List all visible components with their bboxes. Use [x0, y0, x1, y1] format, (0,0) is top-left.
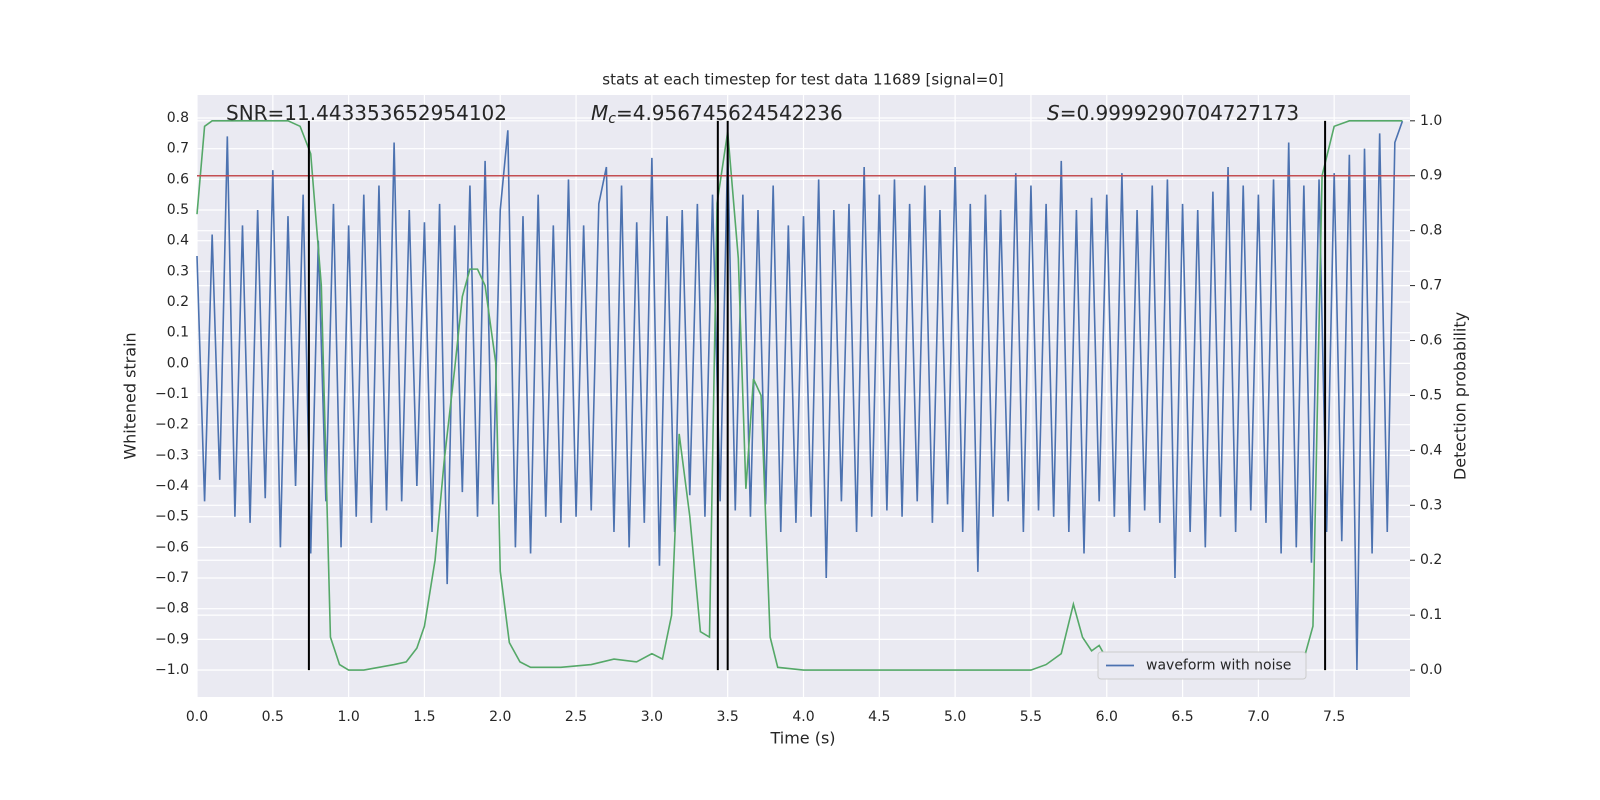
- x-tick-label: 0.5: [262, 709, 284, 725]
- series-line: [196, 120, 1404, 671]
- x-axis-label: Time (s): [769, 729, 835, 748]
- y-tick-label: 0.8: [167, 110, 189, 126]
- y-tick-label: 0.3: [167, 263, 189, 279]
- legend-box: [1097, 651, 1307, 680]
- y-tick-label: −0.8: [155, 601, 189, 617]
- x-tick-label: 0.0: [186, 709, 208, 725]
- y2-tick-label: 0.8: [1420, 223, 1442, 239]
- annotation: Mc=4.956745624542236: [591, 101, 843, 128]
- y-tick-label: −1.0: [155, 662, 189, 678]
- y-tick-label: 0.0: [167, 355, 189, 371]
- y-axis-label: Whitened strain: [121, 332, 140, 459]
- x-tick-label: 3.0: [641, 709, 663, 725]
- y2-tick-label: 0.6: [1420, 333, 1442, 349]
- y2-tick-label: 1.0: [1420, 113, 1442, 129]
- y2-tick-label: 0.3: [1420, 497, 1442, 513]
- legend-label: waveform with noise: [1146, 658, 1291, 674]
- y-tick-label: 0.7: [167, 141, 189, 157]
- y2-tick-label: 0.4: [1420, 442, 1442, 458]
- x-tick-label: 6.0: [1096, 709, 1118, 725]
- x-tick-label: 6.5: [1171, 709, 1193, 725]
- x-tick-label: 1.5: [413, 709, 435, 725]
- y-tick-label: 0.1: [167, 325, 189, 341]
- y-tick-label: −0.5: [155, 509, 189, 525]
- y-tick-label: 0.6: [167, 171, 189, 187]
- annotation-symbol: M: [591, 101, 608, 125]
- x-tick-label: 3.5: [717, 709, 739, 725]
- x-tick-label: 4.0: [792, 709, 814, 725]
- x-tick-label: 5.5: [1020, 709, 1042, 725]
- y-tick-label: 0.5: [167, 202, 189, 218]
- y-tick-label: −0.2: [155, 417, 189, 433]
- annotation-text: SNR=11.443353652954102: [226, 101, 507, 125]
- y2-tick-label: 0.5: [1420, 387, 1442, 403]
- y-tick-label: 0.2: [167, 294, 189, 310]
- x-tick-label: 1.0: [337, 709, 359, 725]
- chart-title: stats at each timestep for test data 116…: [602, 71, 1003, 89]
- annotation: SNR=11.443353652954102: [226, 101, 507, 125]
- x-tick-label: 4.5: [868, 709, 890, 725]
- y2-axis-label: Detection probability: [1451, 312, 1470, 480]
- annotation-text: =4.956745624542236: [616, 101, 843, 125]
- y2-tick-label: 0.0: [1420, 662, 1442, 678]
- annotation-text: =0.9999290704727173: [1060, 101, 1299, 125]
- y-tick-label: −0.1: [155, 386, 189, 402]
- y2-tick-label: 0.1: [1420, 607, 1442, 623]
- x-tick-label: 5.0: [944, 709, 966, 725]
- x-tick-label: 7.0: [1247, 709, 1269, 725]
- y-tick-label: −0.3: [155, 447, 189, 463]
- x-tick-label: 2.0: [489, 709, 511, 725]
- y-tick-label: 0.4: [167, 233, 189, 249]
- x-tick-label: 7.5: [1323, 709, 1345, 725]
- y-tick-label: −0.7: [155, 570, 189, 586]
- y2-tick-label: 0.9: [1420, 168, 1442, 184]
- annotation-symbol: S: [1047, 101, 1060, 125]
- y2-tick-label: 0.7: [1420, 278, 1442, 294]
- y-tick-label: −0.4: [155, 478, 189, 494]
- y-tick-label: −0.6: [155, 539, 189, 555]
- y-tick-label: −0.9: [155, 631, 189, 647]
- x-tick-label: 2.5: [565, 709, 587, 725]
- y2-tick-label: 0.2: [1420, 552, 1442, 568]
- annotation-subscript: c: [608, 111, 616, 127]
- annotation: S=0.9999290704727173: [1047, 101, 1299, 125]
